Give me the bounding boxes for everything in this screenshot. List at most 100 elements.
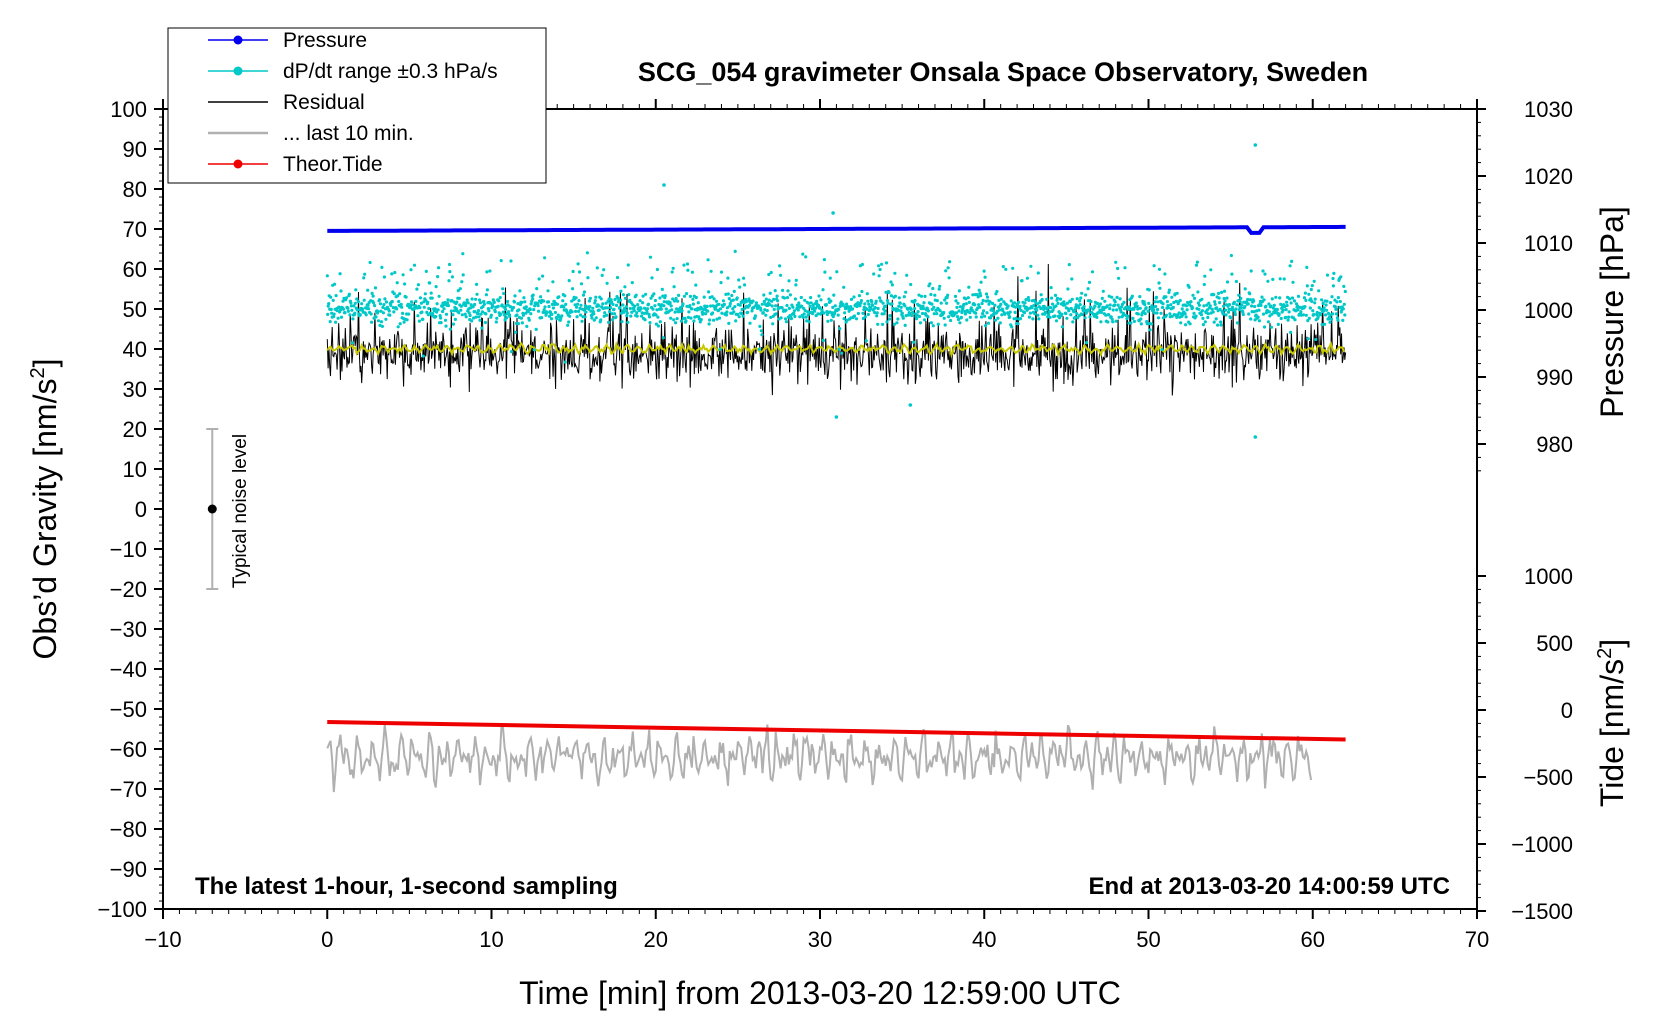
dpdt-point: [662, 304, 666, 308]
dpdt-point: [1120, 305, 1124, 309]
dpdt-point: [1243, 287, 1247, 291]
dpdt-point: [829, 299, 833, 303]
dpdt-point: [1275, 307, 1279, 312]
dpdt-point: [935, 299, 939, 303]
dpdt-point: [917, 293, 921, 297]
dpdt-point: [791, 305, 795, 309]
dpdt-point: [1320, 298, 1324, 302]
dpdt-point: [587, 307, 591, 311]
dpdt-point: [730, 293, 734, 298]
dpdt-point: [401, 311, 405, 315]
dpdt-point: [971, 293, 975, 297]
dpdt-point: [981, 298, 985, 303]
dpdt-point: [389, 303, 393, 307]
dpdt-point: [757, 347, 762, 351]
dpdt-point: [1150, 322, 1154, 326]
dpdt-point: [619, 289, 623, 293]
dpdt-point: [1024, 298, 1028, 302]
dpdt-point: [804, 315, 808, 319]
y-tick-label: −50: [110, 697, 147, 722]
dpdt-point: [381, 311, 385, 315]
dpdt-point: [1210, 307, 1214, 311]
dpdt-point: [1190, 306, 1195, 310]
dpdt-point: [418, 296, 422, 300]
dpdt-point: [654, 313, 658, 317]
dpdt-point: [442, 307, 446, 311]
dpdt-point: [1304, 313, 1308, 317]
dpdt-point: [1287, 315, 1291, 319]
dpdt-point: [1303, 305, 1307, 309]
dpdt-point: [1290, 259, 1294, 263]
residual-smoothed-line: [326, 340, 1345, 358]
pressure-tick-label: 990: [1536, 365, 1573, 390]
dpdt-point: [704, 312, 708, 316]
dpdt-point: [796, 308, 800, 312]
dpdt-point: [856, 301, 860, 305]
dpdt-point: [982, 309, 986, 313]
dpdt-point: [725, 310, 729, 314]
dpdt-point: [1036, 313, 1040, 317]
dpdt-point: [400, 305, 404, 309]
dpdt-point: [563, 294, 567, 298]
dpdt-point: [326, 312, 330, 316]
dpdt-point: [917, 314, 922, 319]
dpdt-point: [1314, 337, 1318, 342]
x-tick-label: 10: [479, 927, 503, 952]
dpdt-point: [330, 311, 334, 315]
dpdt-point: [1288, 264, 1292, 268]
residual-series: [326, 263, 1347, 396]
dpdt-point: [733, 249, 737, 253]
legend: Pressure dP/dt range ±0.3 hPa/s Residual..…: [167, 27, 547, 184]
dpdt-point: [1223, 308, 1228, 312]
dpdt-point: [360, 302, 364, 306]
dpdt-point: [1220, 290, 1224, 294]
dpdt-point: [794, 283, 798, 287]
dpdt-point: [1108, 307, 1112, 311]
dpdt-point: [1230, 272, 1234, 276]
dpdt-point: [1147, 301, 1151, 305]
dpdt-point: [1338, 305, 1342, 309]
dpdt-point: [706, 309, 710, 313]
dpdt-point: [1299, 310, 1303, 314]
dpdt-point: [398, 292, 402, 296]
dpdt-point: [954, 311, 959, 315]
y-axis-title-pressure: Pressure [hPa]: [1594, 206, 1630, 418]
dpdt-point: [747, 303, 752, 307]
dpdt-point: [543, 256, 547, 260]
dpdt-point: [1247, 312, 1251, 316]
dpdt-point: [964, 297, 968, 301]
dpdt-point: [597, 304, 601, 308]
y-tick-label: −60: [110, 737, 147, 762]
dpdt-point: [706, 258, 710, 262]
dpdt-point: [485, 270, 489, 274]
dpdt-point: [1329, 317, 1334, 321]
dpdt-point: [798, 315, 802, 319]
dpdt-point: [426, 300, 430, 304]
dpdt-point: [1101, 289, 1105, 293]
dpdt-point: [1249, 317, 1253, 321]
dpdt-point: [333, 282, 337, 286]
dpdt-point: [731, 307, 735, 311]
dpdt-point: [550, 302, 555, 306]
y-tick-label: 90: [123, 137, 147, 162]
dpdt-point: [822, 258, 827, 262]
dpdt-point: [1099, 320, 1103, 324]
dpdt-point: [1138, 306, 1142, 310]
dpdt-point: [1001, 265, 1005, 269]
dpdt-point: [1259, 303, 1263, 307]
dpdt-point: [1209, 268, 1213, 272]
dpdt-point: [688, 294, 693, 298]
dpdt-point: [465, 298, 469, 302]
dpdt-point: [420, 310, 424, 314]
dpdt-point: [592, 312, 596, 316]
dpdt-point: [1017, 300, 1021, 304]
dpdt-point: [567, 320, 571, 324]
dpdt-point: [948, 260, 952, 264]
dpdt-point: [421, 354, 425, 358]
dpdt-point: [1020, 313, 1025, 318]
dpdt-point: [793, 297, 798, 301]
dpdt-point: [521, 313, 526, 317]
dpdt-point: [837, 307, 841, 311]
dpdt-point: [709, 269, 713, 273]
dpdt-point: [446, 298, 450, 302]
